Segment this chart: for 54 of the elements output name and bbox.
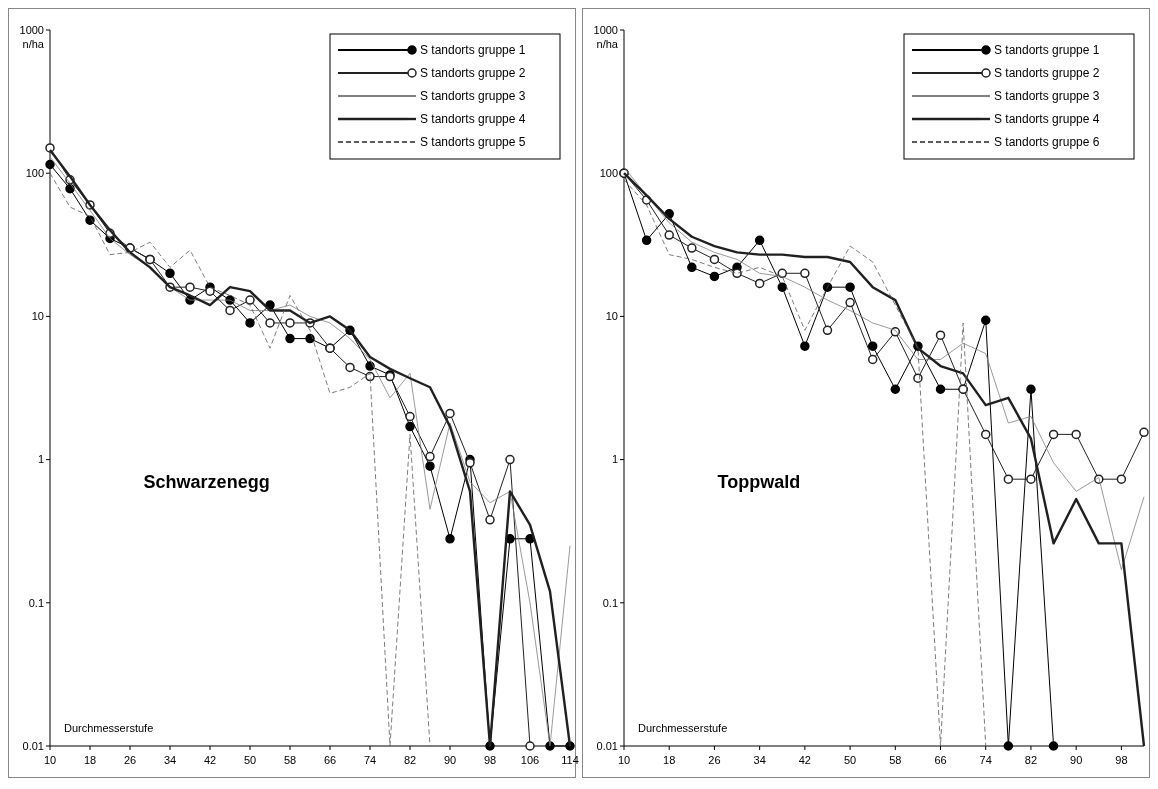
legend-label: S tandorts gruppe 5 — [420, 135, 526, 150]
x-tick-label: 18 — [83, 754, 97, 766]
y-tick-label: 10 — [605, 310, 618, 323]
legend-label: S tandorts gruppe 2 — [994, 66, 1100, 81]
legend-label: S tandorts gruppe 3 — [994, 89, 1100, 104]
y-tick-label: 0.1 — [602, 596, 618, 609]
legend-label: S tandorts gruppe 4 — [994, 112, 1100, 127]
y-tick-label: 1 — [611, 453, 618, 466]
legend-label: S tandorts gruppe 6 — [994, 135, 1100, 150]
x-tick-label: 10 — [43, 754, 57, 766]
y-tick-label: 100 — [599, 167, 618, 180]
x-tick-label: 82 — [1024, 754, 1038, 766]
y-axis-title: n/ha — [596, 38, 619, 50]
x-tick-label: 26 — [123, 754, 137, 766]
y-tick-label: 1000 — [19, 23, 44, 36]
x-tick-label: 82 — [403, 754, 417, 766]
x-tick-label: 58 — [283, 754, 297, 766]
x-tick-label: 42 — [798, 754, 811, 766]
y-axis-title: n/ha — [22, 38, 45, 50]
text: Toppwald — [717, 472, 801, 493]
y-tick-label: 0.01 — [22, 739, 44, 752]
y-tick-label: 0.01 — [596, 739, 618, 752]
x-tick-label: 90 — [1070, 754, 1083, 766]
x-axis-title: Durchmesserstufe — [638, 722, 728, 734]
legend-label: S tandorts gruppe 2 — [420, 66, 526, 81]
y-tick-label: 1 — [37, 453, 44, 466]
x-tick-label: 18 — [663, 754, 676, 766]
x-tick-label: 34 — [163, 754, 177, 766]
legend-label: S tandorts gruppe 1 — [420, 43, 526, 58]
x-tick-label: 98 — [1115, 754, 1128, 766]
y-tick-label: 0.1 — [28, 596, 44, 609]
x-tick-label: 74 — [363, 754, 377, 766]
x-tick-label: 50 — [843, 754, 857, 766]
y-tick-label: 100 — [25, 167, 44, 180]
legend-label: S tandorts gruppe 3 — [420, 89, 526, 104]
x-tick-label: 90 — [443, 754, 457, 766]
x-tick-label: 66 — [934, 754, 947, 766]
x-tick-label: 58 — [889, 754, 902, 766]
y-tick-label: 10 — [31, 310, 44, 323]
x-axis-title: Durchmesserstufe — [64, 722, 154, 734]
legend-label: S tandorts gruppe 1 — [994, 43, 1100, 58]
text: Schwarzenegg — [143, 472, 270, 493]
x-tick-label: 42 — [203, 754, 217, 766]
x-tick-label: 50 — [243, 754, 257, 766]
x-tick-label: 26 — [708, 754, 721, 766]
x-tick-label: 114 — [561, 754, 579, 766]
x-tick-label: 98 — [483, 754, 497, 766]
legend-label: S tandorts gruppe 4 — [420, 112, 526, 127]
y-tick-label: 1000 — [593, 23, 618, 36]
x-tick-label: 106 — [520, 754, 540, 766]
x-tick-label: 66 — [323, 754, 337, 766]
x-tick-label: 10 — [617, 754, 631, 766]
x-tick-label: 74 — [979, 754, 992, 766]
x-tick-label: 34 — [753, 754, 766, 766]
